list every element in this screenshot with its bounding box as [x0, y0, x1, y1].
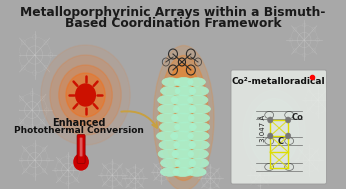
- Ellipse shape: [161, 168, 179, 176]
- Circle shape: [285, 117, 291, 123]
- Circle shape: [285, 133, 291, 139]
- Ellipse shape: [158, 95, 178, 105]
- Ellipse shape: [189, 104, 210, 114]
- Ellipse shape: [175, 122, 196, 132]
- Ellipse shape: [160, 122, 180, 132]
- Circle shape: [50, 55, 121, 135]
- Text: Enhanced: Enhanced: [53, 118, 106, 128]
- Ellipse shape: [188, 131, 209, 141]
- Text: Photothermal Conversion: Photothermal Conversion: [15, 126, 144, 135]
- Ellipse shape: [175, 86, 196, 96]
- FancyBboxPatch shape: [77, 135, 85, 163]
- Ellipse shape: [171, 95, 193, 105]
- Ellipse shape: [189, 158, 209, 168]
- Ellipse shape: [173, 167, 193, 177]
- Ellipse shape: [188, 95, 208, 105]
- Circle shape: [41, 45, 130, 145]
- Ellipse shape: [173, 104, 196, 114]
- FancyArrowPatch shape: [121, 111, 157, 128]
- Ellipse shape: [164, 64, 203, 172]
- Ellipse shape: [188, 78, 206, 86]
- Text: Metalloporphyrinic Arrays within a Bismuth-: Metalloporphyrinic Arrays within a Bismu…: [20, 6, 326, 19]
- Circle shape: [76, 84, 95, 106]
- Circle shape: [267, 117, 273, 123]
- Text: C: C: [278, 138, 284, 146]
- Ellipse shape: [249, 98, 299, 167]
- Ellipse shape: [174, 77, 193, 87]
- Circle shape: [267, 133, 273, 139]
- Ellipse shape: [172, 113, 194, 123]
- Ellipse shape: [153, 46, 214, 189]
- Ellipse shape: [188, 168, 206, 176]
- Ellipse shape: [158, 104, 179, 114]
- Ellipse shape: [157, 113, 178, 123]
- Ellipse shape: [156, 131, 178, 141]
- Ellipse shape: [172, 149, 194, 159]
- Text: 3.047 Å: 3.047 Å: [260, 114, 266, 142]
- Ellipse shape: [159, 56, 208, 180]
- Ellipse shape: [175, 158, 196, 168]
- Ellipse shape: [158, 149, 179, 159]
- Text: Based Coordination Framework: Based Coordination Framework: [65, 17, 281, 30]
- Circle shape: [66, 73, 105, 117]
- Ellipse shape: [189, 86, 209, 96]
- Text: Co²-metalloradical: Co²-metalloradical: [232, 77, 326, 86]
- Ellipse shape: [162, 78, 180, 86]
- FancyBboxPatch shape: [231, 70, 327, 184]
- Ellipse shape: [189, 122, 210, 132]
- Circle shape: [74, 154, 88, 170]
- Ellipse shape: [188, 113, 210, 123]
- Ellipse shape: [161, 86, 180, 96]
- Ellipse shape: [161, 158, 180, 168]
- Circle shape: [59, 65, 112, 125]
- Ellipse shape: [188, 149, 208, 159]
- Ellipse shape: [189, 140, 209, 150]
- Ellipse shape: [174, 140, 195, 150]
- FancyBboxPatch shape: [80, 138, 82, 156]
- Ellipse shape: [171, 131, 193, 141]
- Ellipse shape: [243, 90, 306, 175]
- Text: Co: Co: [292, 114, 303, 122]
- Ellipse shape: [159, 140, 180, 150]
